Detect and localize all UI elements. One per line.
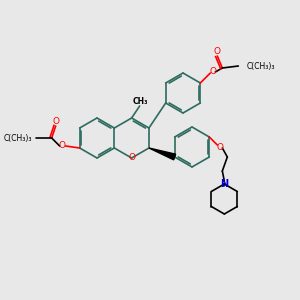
Text: C(CH₃)₃: C(CH₃)₃: [3, 134, 32, 142]
Text: N: N: [220, 179, 228, 189]
Text: O: O: [210, 68, 217, 76]
Text: C(CH₃)₃: C(CH₃)₃: [246, 61, 275, 70]
Text: O: O: [58, 140, 65, 149]
Polygon shape: [149, 148, 176, 160]
Text: O: O: [217, 142, 224, 152]
Text: O: O: [128, 154, 135, 163]
Text: CH₃: CH₃: [133, 97, 148, 106]
Text: O: O: [214, 47, 221, 56]
Text: O: O: [52, 118, 59, 127]
